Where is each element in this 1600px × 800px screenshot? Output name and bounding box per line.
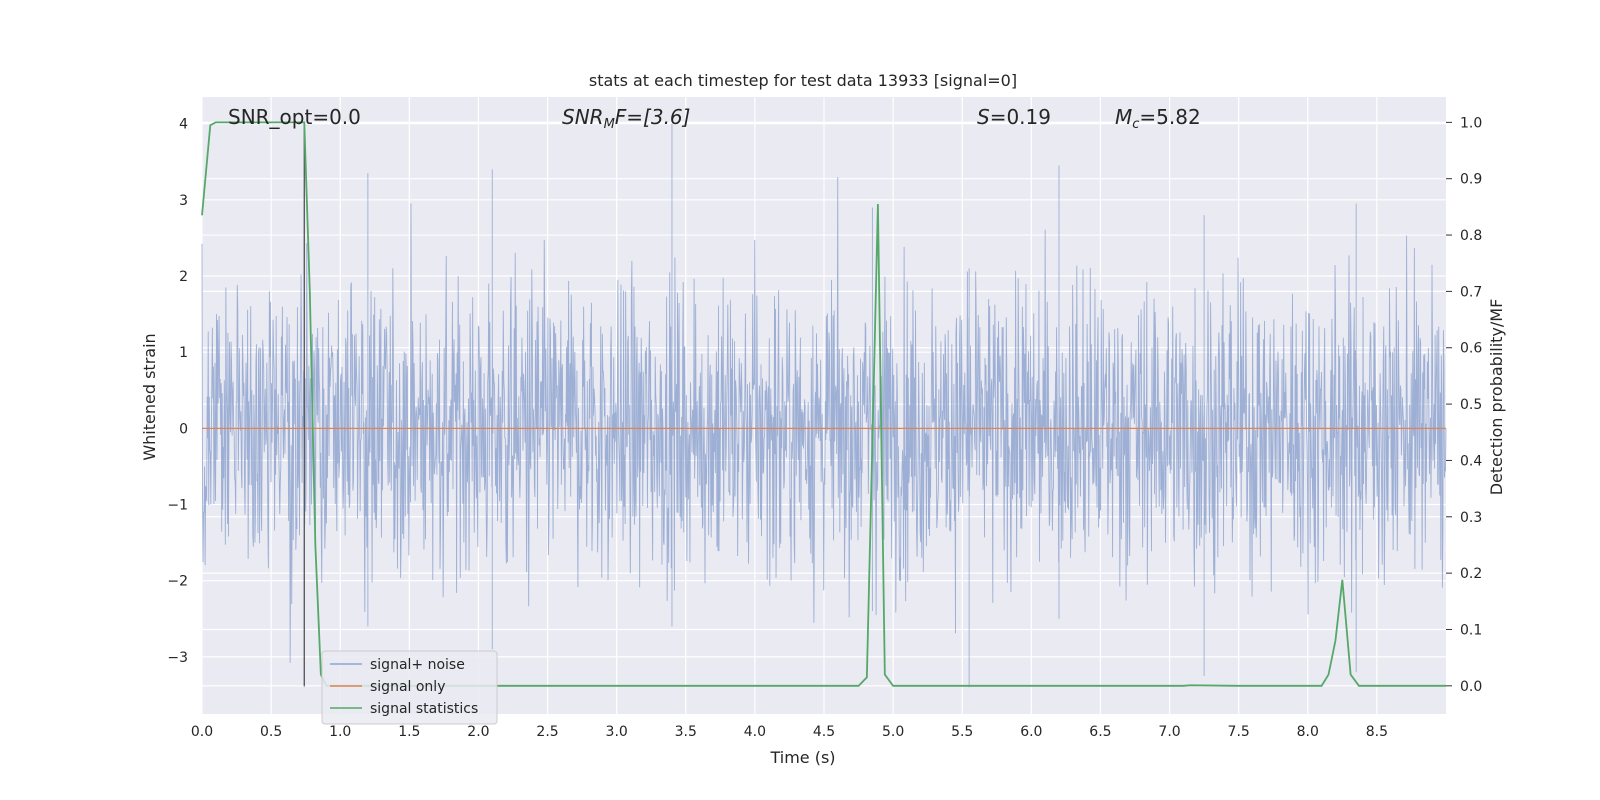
right-y-tick-label: 0.7 (1460, 284, 1482, 300)
left-y-tick-label: 4 (179, 117, 188, 133)
right-y-tick-label: 0.9 (1460, 172, 1482, 188)
grid-lines (201, 97, 1446, 714)
left-y-tick-label: −2 (167, 574, 188, 590)
right-y-tick-label: 0.4 (1460, 453, 1482, 469)
x-tick-label: 6.0 (1020, 724, 1042, 740)
x-tick-label: 0.5 (260, 724, 282, 740)
x-tick-label: 4.0 (744, 724, 766, 740)
left-y-tick-label: 2 (179, 269, 188, 285)
legend-box (321, 650, 498, 725)
x-tick-label: 8.0 (1297, 724, 1319, 740)
left-y-axis-ticks: 4 3 2 1 0 −1 −2 −3 (167, 117, 188, 666)
annotation-s: S=0.19 (977, 105, 1051, 129)
right-y-tick-label: 0.3 (1460, 510, 1482, 526)
right-y-tick-label: 0.6 (1460, 341, 1482, 357)
left-y-tick-label: 1 (179, 345, 188, 361)
right-y-tick-label: 0.2 (1460, 566, 1482, 582)
x-tick-label: 4.5 (813, 724, 835, 740)
x-tick-label: 3.0 (606, 724, 628, 740)
x-tick-label: 1.0 (329, 724, 351, 740)
annotation-mc: Mc=5.82 (1115, 105, 1201, 132)
x-tick-label: 2.5 (536, 724, 558, 740)
right-y-tick-label: 0.8 (1460, 228, 1482, 244)
right-y-axis-label: Detection probability/MF (1487, 299, 1506, 496)
x-tick-label: 6.5 (1089, 724, 1111, 740)
x-tick-label: 5.0 (882, 724, 904, 740)
x-tick-label: 5.5 (951, 724, 973, 740)
annotation-snr-mf: SNRMF=[3.6] (562, 105, 690, 132)
x-tick-label: 8.5 (1366, 724, 1388, 740)
x-tick-label: 7.0 (1158, 724, 1180, 740)
right-y-tick-label: 0.0 (1460, 679, 1482, 695)
left-y-tick-label: 0 (179, 421, 188, 437)
x-tick-label: 0.0 (191, 724, 213, 740)
x-tick-label: 2.0 (467, 724, 489, 740)
x-axis-ticks: 0.0 0.5 1.0 1.5 2.0 2.5 3.0 3.5 4.0 4.5 5.0 5.5 6.0 6… (191, 724, 1388, 740)
right-y-tick-label: 1.0 (1460, 115, 1482, 131)
right-y-axis-ticks: 1.0 0.9 0.8 0.7 0.6 0.5 0.4 0.3 0.2 0.1 0.0 (1446, 115, 1482, 695)
left-y-tick-label: 3 (179, 193, 188, 209)
right-y-tick-label: 0.5 (1460, 397, 1482, 413)
legend: signal+ noise signal only signal statist… (321, 650, 498, 725)
left-y-tick-label: −3 (167, 650, 188, 666)
x-tick-label: 7.5 (1228, 724, 1250, 740)
legend-label-signal-only: signal only (370, 679, 445, 695)
chart-title: stats at each timestep for test data 139… (589, 71, 1017, 90)
left-y-tick-label: −1 (167, 498, 188, 514)
legend-label-signal-statistics: signal statistics (370, 701, 478, 717)
x-tick-label: 3.5 (675, 724, 697, 740)
left-y-axis-label: Whitened strain (140, 333, 159, 460)
series-line-signal-statistics (201, 121, 1446, 687)
series-lines (201, 121, 1446, 687)
annotation-snr-opt: SNR_opt=0.0 (228, 105, 361, 129)
x-axis-label: Time (s) (769, 748, 835, 767)
legend-label-signal-noise: signal+ noise (370, 657, 465, 673)
x-tick-label: 1.5 (398, 724, 420, 740)
right-y-tick-label: 0.1 (1460, 622, 1482, 638)
